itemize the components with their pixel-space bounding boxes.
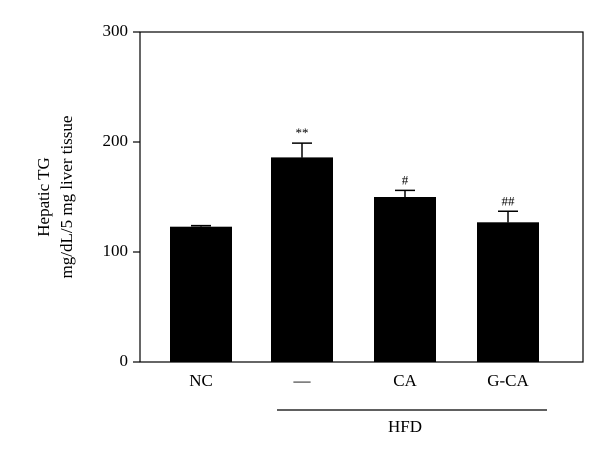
x-tick-label: — bbox=[293, 371, 312, 390]
y-tick-label: 200 bbox=[103, 131, 129, 150]
bar bbox=[271, 157, 333, 362]
x-tick-label: NC bbox=[189, 371, 213, 390]
x-tick-label: CA bbox=[393, 371, 417, 390]
y-tick-label: 100 bbox=[103, 241, 129, 260]
y-axis-label: Hepatic TG bbox=[34, 157, 53, 236]
y-tick-label: 300 bbox=[103, 21, 129, 40]
x-tick-label: G-CA bbox=[487, 371, 529, 390]
bar bbox=[170, 226, 232, 362]
bar bbox=[477, 222, 539, 362]
bar bbox=[374, 197, 436, 362]
significance-label: ** bbox=[296, 125, 309, 140]
y-tick-label: 0 bbox=[120, 351, 129, 370]
y-axis-label: mg/dL/5 mg liver tissue bbox=[57, 116, 76, 279]
group-label: HFD bbox=[388, 417, 422, 436]
plot-frame bbox=[139, 31, 584, 363]
significance-label: ## bbox=[502, 193, 516, 208]
significance-label: # bbox=[402, 172, 409, 187]
